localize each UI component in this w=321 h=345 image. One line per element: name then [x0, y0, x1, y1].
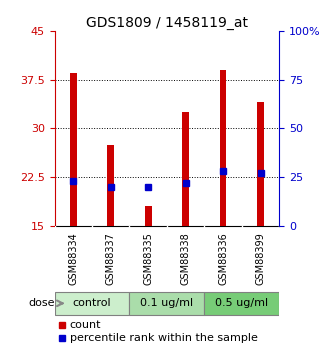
- Text: GSM88336: GSM88336: [218, 232, 228, 285]
- Bar: [145, 206, 152, 226]
- Text: control: control: [73, 298, 111, 308]
- Bar: [257, 102, 264, 226]
- Text: GSM88399: GSM88399: [256, 232, 265, 285]
- Text: count: count: [70, 320, 101, 330]
- Title: GDS1809 / 1458119_at: GDS1809 / 1458119_at: [86, 16, 248, 30]
- Text: percentile rank within the sample: percentile rank within the sample: [70, 333, 257, 343]
- Text: dose: dose: [29, 298, 55, 308]
- Bar: [182, 112, 189, 226]
- Bar: [204, 292, 279, 315]
- Text: GSM88338: GSM88338: [181, 232, 191, 285]
- Bar: [107, 145, 114, 226]
- Bar: [55, 292, 129, 315]
- Text: GSM88335: GSM88335: [143, 232, 153, 285]
- Bar: [129, 292, 204, 315]
- Bar: [220, 70, 226, 226]
- Bar: [70, 73, 77, 226]
- Text: GSM88334: GSM88334: [68, 232, 78, 285]
- Text: 0.1 ug/ml: 0.1 ug/ml: [140, 298, 194, 308]
- Text: 0.5 ug/ml: 0.5 ug/ml: [215, 298, 268, 308]
- Text: GSM88337: GSM88337: [106, 232, 116, 285]
